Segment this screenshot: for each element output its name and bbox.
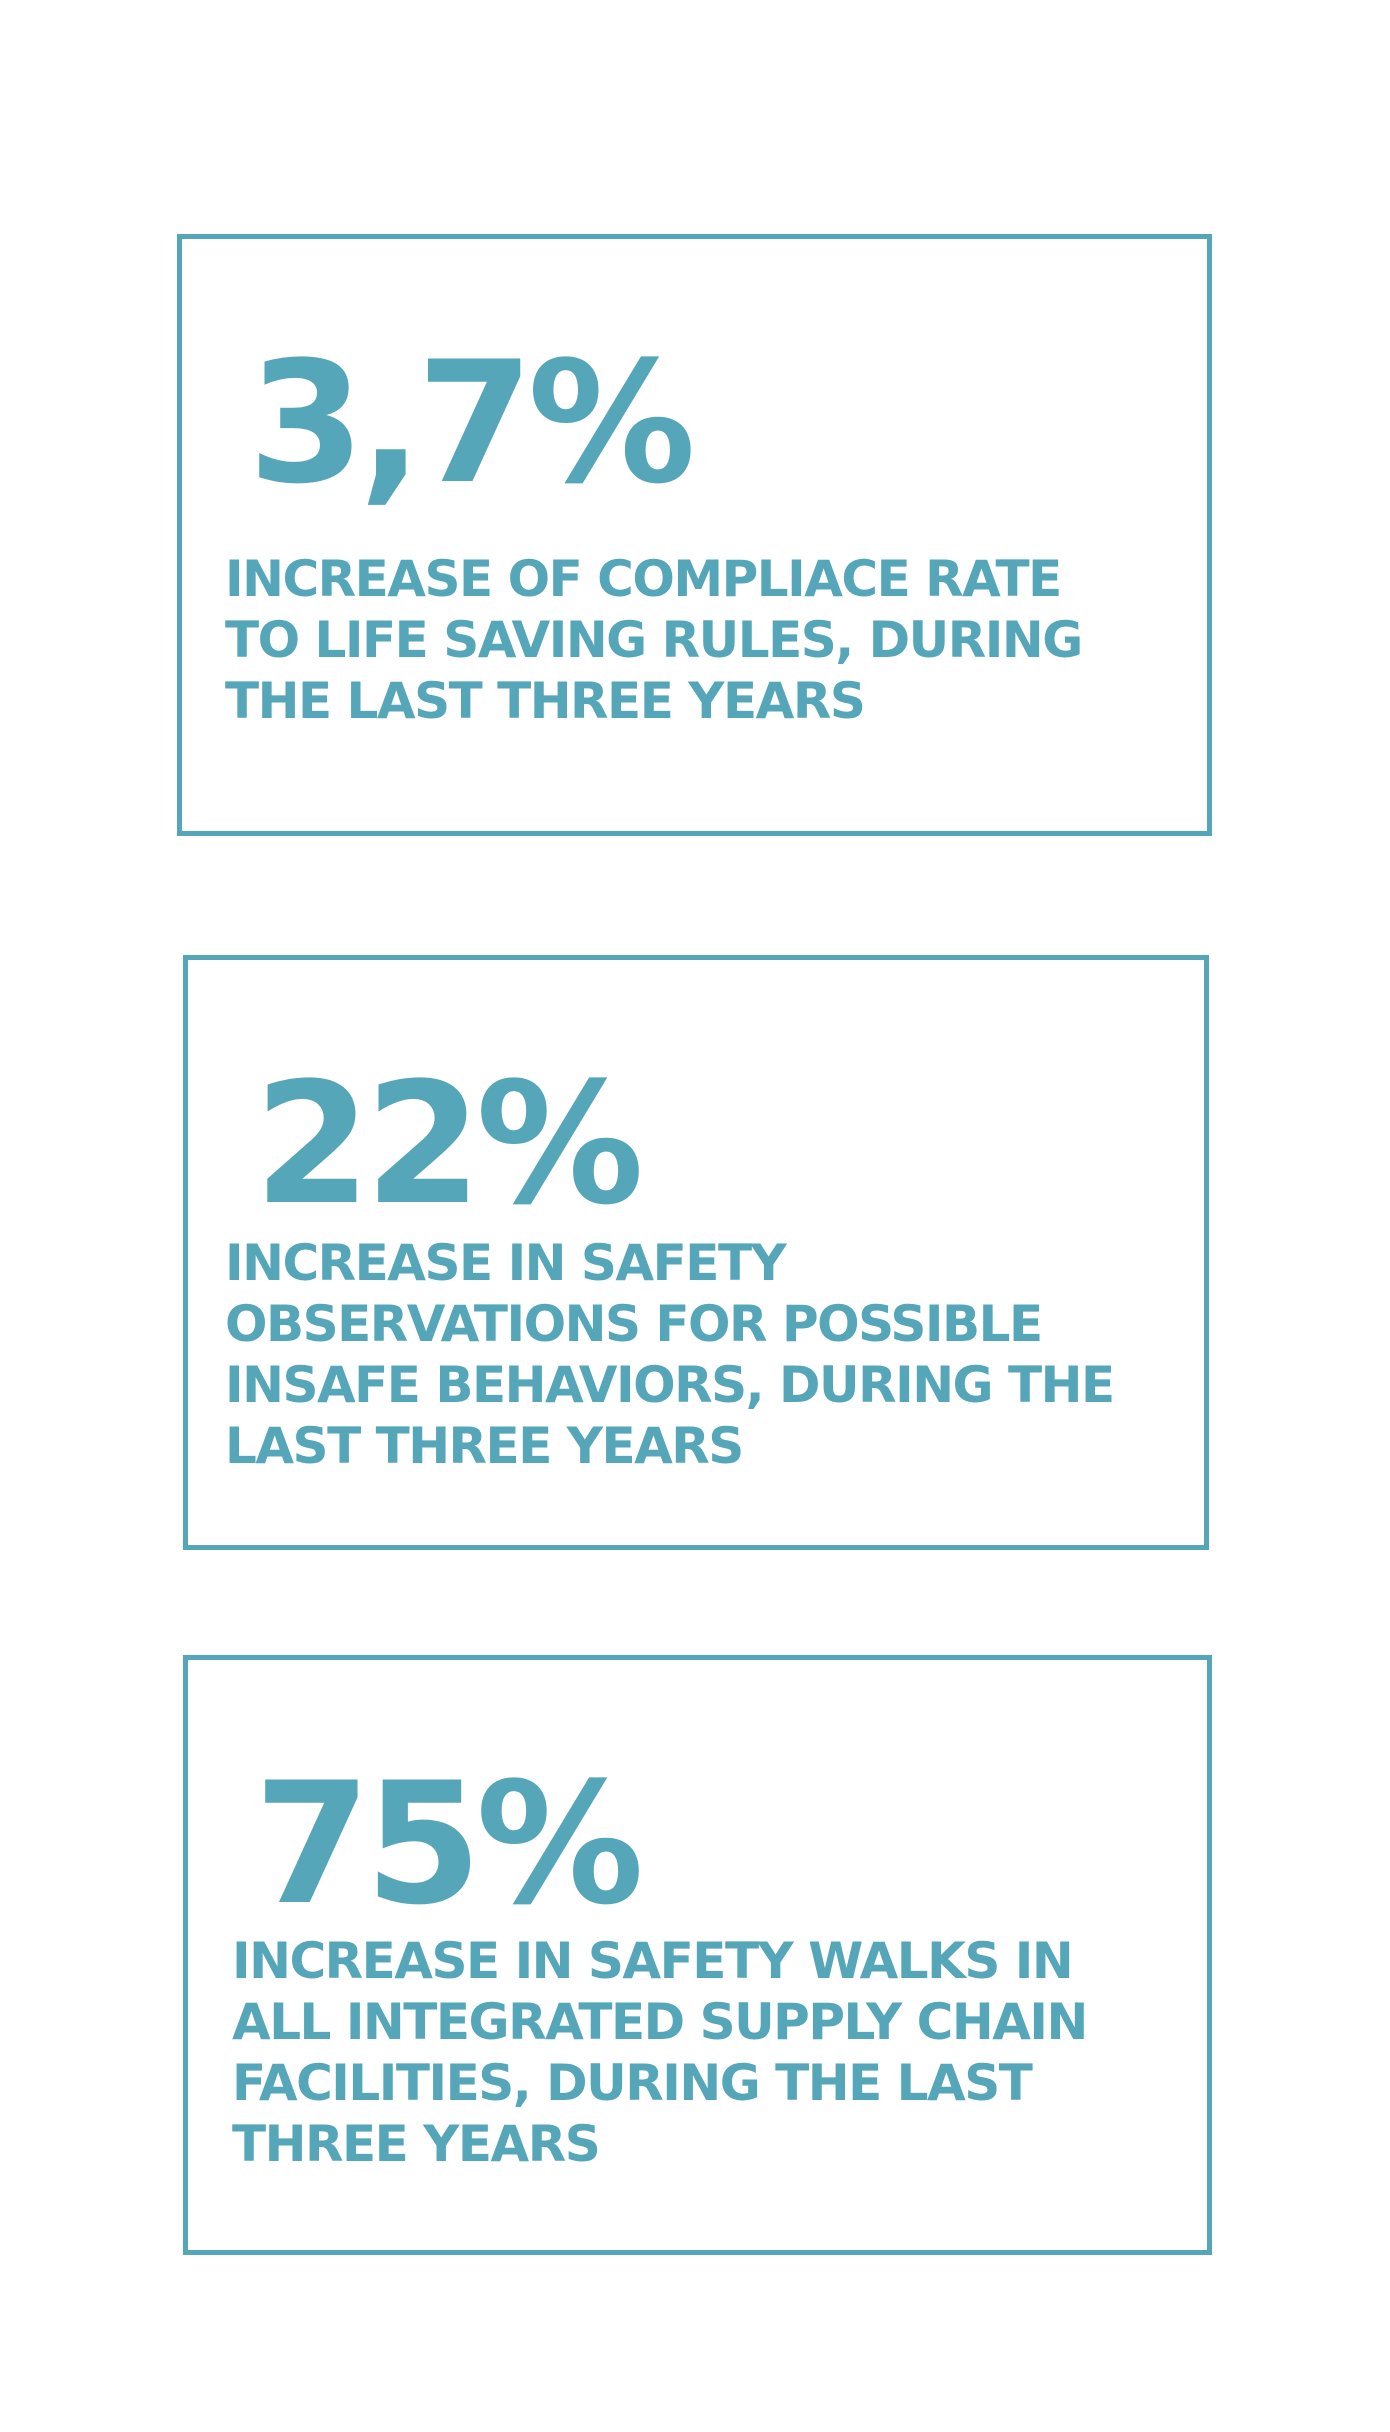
stat-description: INCREASE IN SAFETY WALKS IN ALL INTEGRAT…	[232, 1932, 1088, 2173]
stat-card-safety-walks: 75% INCREASE IN SAFETY WALKS IN ALL INTE…	[183, 1655, 1212, 2255]
stat-value: 75%	[254, 1746, 644, 1942]
stat-card-safety-observations: 22% INCREASE IN SAFETY OBSERVATIONS FOR …	[183, 955, 1209, 1550]
stat-description: INCREASE IN SAFETY OBSERVATIONS FOR POSS…	[225, 1234, 1115, 1475]
stat-value: 22%	[254, 1046, 644, 1242]
stat-description: INCREASE OF COMPLIACE RATE TO LIFE SAVIN…	[225, 550, 1083, 730]
stat-card-compliance-rate: 3,7% INCREASE OF COMPLIACE RATE TO LIFE …	[177, 234, 1212, 836]
stat-value: 3,7%	[248, 325, 696, 521]
